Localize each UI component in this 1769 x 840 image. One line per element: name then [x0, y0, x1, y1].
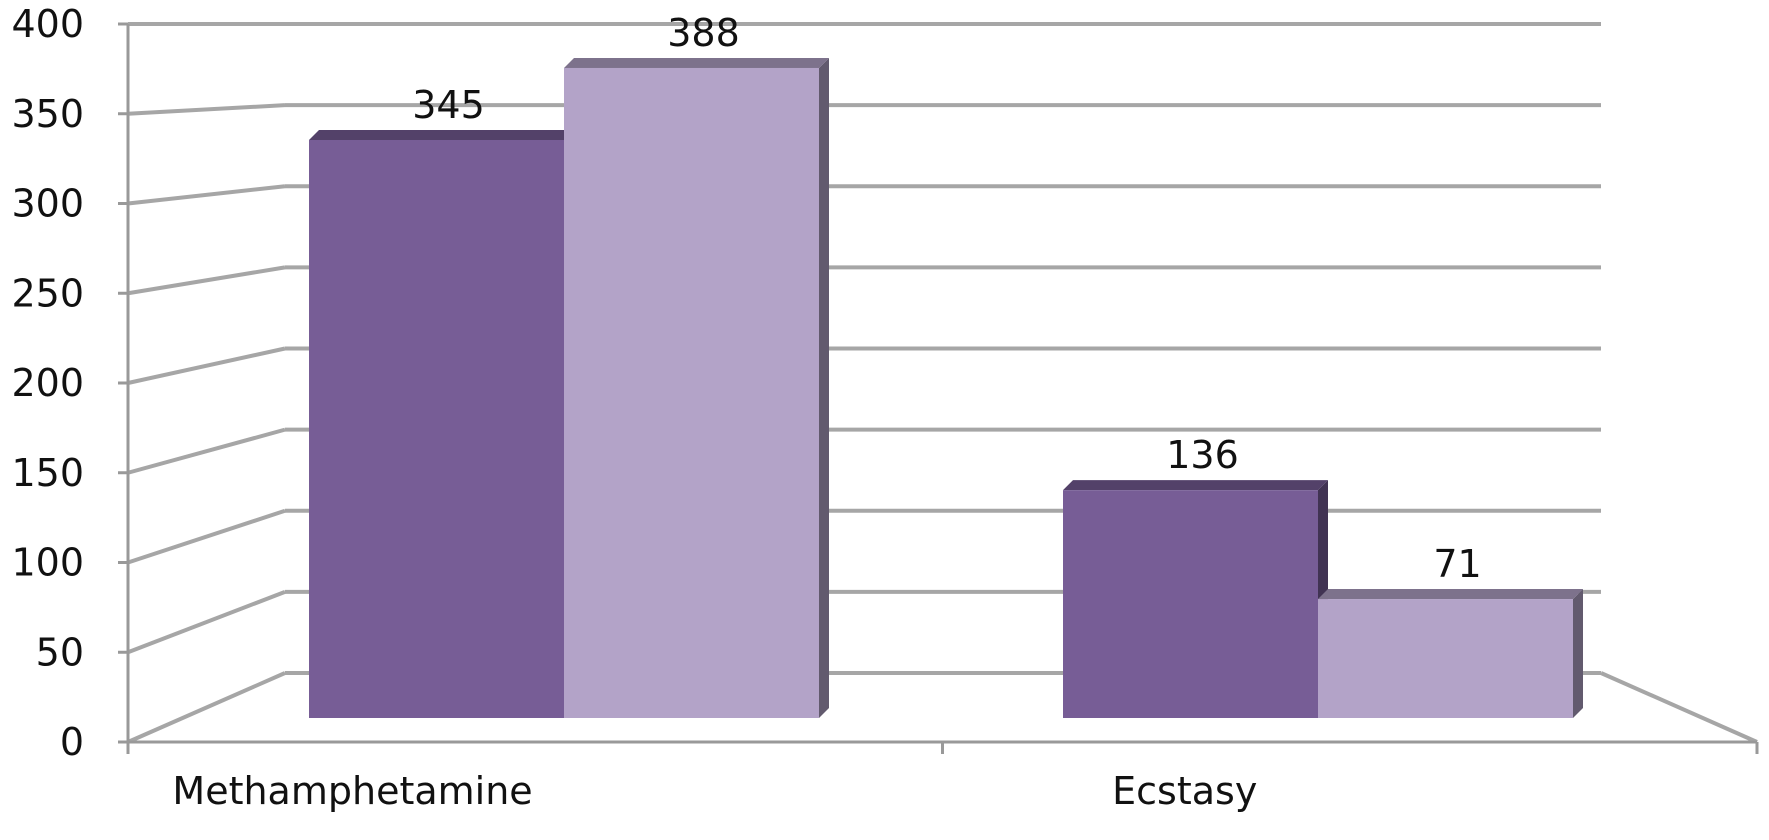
data-label: 345	[412, 83, 485, 127]
y-tick-label: 400	[11, 2, 84, 46]
axes	[118, 22, 1759, 754]
bar-side	[1573, 589, 1583, 718]
data-label: 71	[1433, 542, 1481, 586]
bars	[309, 57, 1583, 719]
bar-ecstasy-1	[1063, 490, 1318, 718]
bar-side	[819, 57, 829, 719]
labels: 0 50 100 150 200 250 300 350 400 345 388 Methamphet…	[11, 2, 1481, 813]
bar-top	[1063, 480, 1328, 491]
y-tick-label: 300	[11, 182, 84, 226]
data-label: 136	[1166, 433, 1239, 477]
bar-top	[1318, 589, 1583, 600]
y-tick-label: 0	[60, 720, 84, 764]
bar-top	[309, 130, 574, 140]
data-label: 388	[667, 11, 740, 55]
bar-methamphetamine-1	[309, 140, 564, 718]
y-tick-label: 100	[11, 541, 84, 585]
y-tick-label: 250	[11, 271, 84, 315]
y-tick-label: 150	[11, 451, 84, 495]
side-gridline	[127, 427, 286, 475]
chart-walls	[127, 671, 1758, 744]
y-tick-label: 350	[11, 92, 84, 136]
side-gridline	[127, 590, 286, 655]
y-tick-label: 200	[11, 361, 84, 405]
side-gridline	[127, 265, 286, 296]
bar-methamphetamine-2	[564, 67, 819, 719]
bar-ecstasy-2	[1318, 599, 1573, 718]
side-gridline	[127, 103, 286, 116]
side-gridline	[127, 184, 286, 206]
side-gridline	[127, 508, 286, 565]
x-category-label: Methamphetamine	[172, 769, 532, 813]
y-tick-label: 50	[36, 630, 84, 674]
bar-top	[564, 57, 829, 68]
floor-edge	[127, 671, 1758, 744]
side-gridline	[127, 346, 286, 385]
x-category-label: Ecstasy	[1112, 769, 1257, 813]
